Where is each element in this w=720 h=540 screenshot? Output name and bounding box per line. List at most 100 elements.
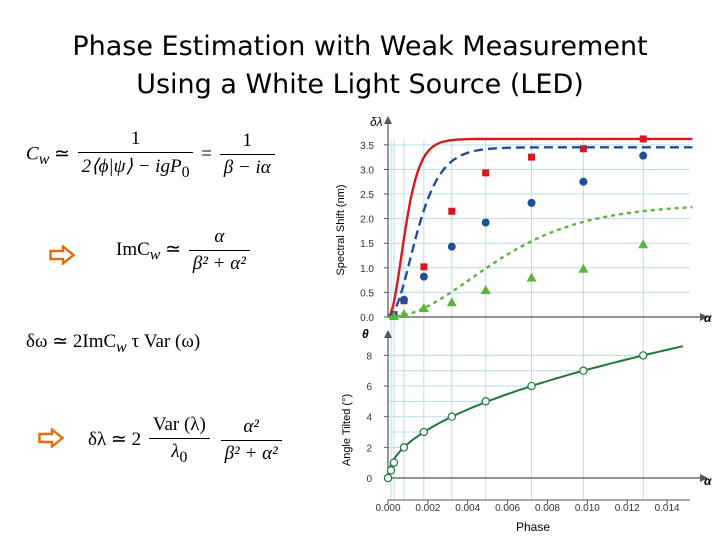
top-panel-axes: 0.0 0.5 1.0 1.5 2.0 2.5 3.0 3.5 bbox=[360, 116, 708, 324]
bottom-y-tick-label: 6 bbox=[366, 382, 372, 393]
eq2-rel: ≃ bbox=[165, 238, 182, 260]
bottom-x-label: Phase bbox=[516, 520, 550, 534]
eq2-fraction: α β² + α² bbox=[188, 226, 250, 275]
data-point-red bbox=[528, 153, 536, 161]
eq4-f1-den: λ bbox=[171, 441, 180, 462]
equation-cw: Cw ≃ 1 2⟨ϕ|ψ⟩ − igP0 = 1 β − iα bbox=[26, 128, 278, 182]
data-point-green bbox=[418, 303, 429, 313]
eq4-f1-num: Var (λ) bbox=[152, 414, 206, 435]
bottom-y-label: Angle Tilted (°) bbox=[341, 394, 353, 466]
eq2-lhs: ImC bbox=[116, 238, 150, 260]
data-point-blue bbox=[447, 242, 456, 251]
top-panel-grid bbox=[388, 140, 690, 500]
phase-chart: 0.0 0.5 1.0 1.5 2.0 2.5 3.0 3.5 0 2 4 6 8 0.000 0.002… bbox=[335, 115, 712, 534]
top-x-symbol: α bbox=[704, 311, 712, 325]
equation-imcw: ImCw ≃ α β² + α² bbox=[116, 226, 253, 275]
bottom-panel-axes: 0 2 4 6 8 0.000 0.002 0.004 0.006 0.008 0.010 0.012… bbox=[366, 330, 708, 514]
data-point-angle bbox=[447, 412, 456, 421]
eq1-rel: ≃ bbox=[54, 143, 70, 165]
top-panel-series bbox=[387, 135, 693, 321]
data-point-red bbox=[482, 169, 490, 177]
top-y-axis-arrow bbox=[384, 116, 392, 124]
equation-delta-omega: δω ≃ 2ImCw τ Var (ω) bbox=[26, 330, 200, 357]
top-y-tick-label: 2.5 bbox=[360, 190, 374, 201]
bottom-x-tick-label: 0.008 bbox=[535, 503, 560, 514]
eq1-equals: = bbox=[201, 143, 212, 165]
eq3-text: δω ≃ 2ImC bbox=[26, 331, 117, 352]
bottom-x-tick-label: 0.006 bbox=[495, 503, 520, 514]
eq2-den: β² + α² bbox=[188, 250, 250, 275]
eq1-f1-den-sub: 0 bbox=[181, 163, 190, 181]
eq1-f2-den: β − iα bbox=[219, 154, 275, 179]
data-point-blue bbox=[527, 198, 536, 207]
data-point-blue bbox=[399, 295, 408, 304]
eq1-f1-den: 2⟨ϕ|ψ⟩ − igP bbox=[81, 156, 182, 177]
arrow-right-icon bbox=[49, 245, 75, 265]
data-point-angle bbox=[481, 397, 490, 406]
data-point-green bbox=[578, 263, 589, 273]
data-point-angle bbox=[389, 458, 399, 467]
data-point-blue bbox=[419, 272, 428, 281]
data-point-angle bbox=[527, 381, 536, 391]
arrow-right-icon bbox=[38, 428, 64, 448]
eq4-f2-num: α² bbox=[243, 415, 259, 437]
eq4-f2-den: β² + α² bbox=[220, 439, 282, 465]
eq1-fraction-2: 1 β − iα bbox=[219, 130, 275, 179]
data-point-red bbox=[579, 145, 587, 153]
top-y-tick-label: 2.0 bbox=[360, 215, 374, 226]
top-y-tick-label: 3.5 bbox=[360, 141, 374, 152]
eq3-rest: τ Var (ω) bbox=[131, 331, 201, 352]
series-line-red bbox=[387, 137, 693, 318]
top-y-tick-label: 1.5 bbox=[360, 239, 374, 250]
bottom-y-tick-label: 4 bbox=[366, 413, 372, 424]
bottom-y-tick-label: 2 bbox=[366, 443, 372, 454]
data-point-angle bbox=[383, 473, 393, 483]
bottom-y-axis-arrow bbox=[384, 330, 392, 338]
data-point-angle bbox=[419, 427, 429, 437]
bottom-panel-grid bbox=[388, 354, 644, 471]
bottom-panel-series bbox=[383, 345, 684, 483]
title-line-2: Using a White Light Source (LED) bbox=[136, 69, 584, 100]
data-point-blue bbox=[481, 218, 490, 227]
bottom-x-tick-label: 0.010 bbox=[575, 503, 600, 514]
eq4-f1-den-sub: 0 bbox=[179, 448, 188, 466]
eq3-sub: w bbox=[116, 338, 127, 356]
bottom-x-tick-label: 0.012 bbox=[615, 503, 640, 514]
eq1-fraction-1: 1 2⟨ϕ|ψ⟩ − igP0 bbox=[77, 128, 194, 182]
data-point-red bbox=[639, 135, 647, 143]
data-point-blue bbox=[639, 151, 648, 160]
data-point-green bbox=[638, 239, 649, 249]
bottom-axis-symbol: θ bbox=[362, 327, 369, 341]
eq2-lhs-sub: w bbox=[149, 246, 161, 264]
data-point-red bbox=[448, 207, 456, 215]
top-y-tick-label: 0.5 bbox=[360, 288, 374, 299]
series-line-angle bbox=[387, 345, 684, 478]
top-y-label: Spectral Shift (nm) bbox=[335, 184, 347, 275]
data-point-green bbox=[388, 311, 399, 321]
series-line-blue bbox=[387, 146, 693, 319]
top-y-tick-label: 0.0 bbox=[360, 313, 374, 324]
eq2-num: α bbox=[214, 226, 225, 247]
bottom-x-tick-label: 0.014 bbox=[655, 503, 680, 514]
data-point-angle bbox=[386, 466, 396, 475]
eq4-lhs: δλ ≃ 2 bbox=[88, 428, 142, 450]
top-axis-symbol: δλ bbox=[370, 115, 383, 129]
equation-delta-lambda: δλ ≃ 2 Var (λ) λ0 α² β² + α² bbox=[88, 414, 285, 467]
eq4-fraction-1: Var (λ) λ0 bbox=[148, 414, 210, 467]
data-point-blue bbox=[579, 177, 588, 186]
eq4-fraction-2: α² β² + α² bbox=[220, 415, 282, 465]
data-point-red bbox=[420, 263, 428, 271]
eq1-lhs: C bbox=[26, 143, 39, 165]
slide-title: Phase Estimation with Weak Measurement U… bbox=[20, 28, 700, 104]
eq1-f1-num: 1 bbox=[130, 128, 141, 149]
data-point-angle bbox=[638, 351, 648, 360]
data-point-angle bbox=[399, 443, 409, 452]
data-point-green bbox=[526, 272, 537, 282]
top-y-tick-label: 3.0 bbox=[360, 165, 374, 176]
data-point-angle bbox=[579, 366, 588, 375]
eq1-f2-num: 1 bbox=[242, 130, 252, 152]
bottom-x-tick-label: 0.000 bbox=[375, 503, 400, 514]
bottom-x-axis-arrow bbox=[700, 474, 708, 482]
bottom-x-symbol: α bbox=[704, 474, 712, 488]
eq1-lhs-sub: w bbox=[38, 151, 50, 169]
